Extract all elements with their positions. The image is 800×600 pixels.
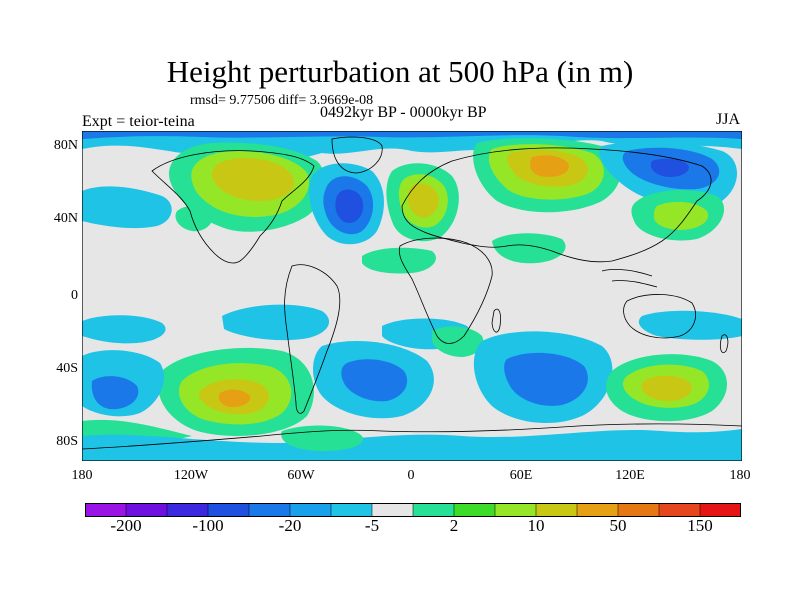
colorbar-swatch	[248, 503, 291, 517]
madagascar-coast	[491, 308, 501, 333]
north-america-coast	[151, 150, 315, 264]
lat-tick-label: 40N	[53, 211, 78, 226]
south-indian-negative-core	[504, 352, 588, 406]
experiment-label: Expt = teior-teina	[82, 113, 195, 130]
lon-tick-label: 120W	[173, 468, 209, 483]
north-america-positive-core	[211, 157, 295, 201]
colorbar-frame	[85, 503, 741, 517]
colorbar-swatch	[412, 503, 455, 517]
colorbar-label: 10	[527, 516, 545, 535]
arctic-negative-core	[82, 131, 742, 139]
atlantic-subtropical-positive	[362, 247, 436, 274]
lon-tick-label: 180	[71, 468, 93, 483]
colorbar-swatch	[371, 503, 414, 517]
south-indian-positive-blob	[432, 326, 484, 357]
colorbar-swatch	[494, 503, 537, 517]
colorbar-swatch	[85, 503, 127, 517]
colorbar-swatch	[289, 503, 332, 517]
colorbar-swatch	[535, 503, 578, 517]
colorbar-swatch	[330, 503, 373, 517]
lat-tick-label: 80S	[56, 434, 78, 449]
colorbar-swatch	[125, 503, 168, 517]
plot-title: Height perturbation at 500 hPa (in m)	[166, 54, 634, 89]
lon-tick-label: 180	[729, 468, 751, 483]
coastlines	[82, 136, 742, 450]
arabia-subtropical-positive	[492, 233, 566, 264]
europe-positive-core	[408, 183, 439, 218]
north-pacific-negative-core	[650, 158, 689, 177]
lon-tick-label: 0	[407, 468, 415, 483]
south-pacific-negative-band	[222, 304, 330, 341]
colorbar-swatch	[453, 503, 496, 517]
colorbar-swatch	[658, 503, 701, 517]
indonesia-coast	[601, 268, 658, 288]
southwest-pacific-negative-core	[91, 376, 139, 410]
east-asia-positive-core	[653, 201, 709, 230]
colorbar-label: -200	[110, 516, 142, 535]
south-australia-positive-core	[641, 375, 692, 402]
antarctica-coast	[82, 423, 742, 450]
antarctic-negative-band	[82, 429, 742, 461]
lon-tick-label: 60W	[287, 468, 315, 483]
australia-coast	[623, 294, 696, 339]
colorbar-label: -100	[192, 516, 224, 535]
colorbar-swatch	[207, 503, 250, 517]
colorbar-swatch	[576, 503, 619, 517]
eurasia-coast	[401, 147, 712, 263]
colorbar-swatch	[166, 503, 209, 517]
season-label: JJA	[715, 111, 740, 128]
greenland-coast	[331, 136, 383, 174]
colorbar-swatch	[699, 503, 741, 517]
colorbar-label: -5	[364, 516, 380, 535]
period-label: 0492kyr BP - 0000kyr BP	[320, 104, 487, 121]
africa-coast	[398, 237, 493, 344]
lon-tick-label: 60E	[509, 468, 533, 483]
lat-tick-label: 40S	[56, 361, 78, 376]
west-pacific-negative-band	[82, 186, 172, 229]
south-atlantic-high-lat-core	[341, 359, 408, 402]
atlantic-negative-core	[335, 189, 364, 223]
colorbar-label: 2	[449, 516, 459, 535]
lon-tick-label: 120E	[615, 468, 645, 483]
new-zealand-coast	[719, 334, 729, 353]
height-perturbation-map	[82, 131, 742, 461]
central-pacific-positive-blob	[175, 205, 213, 232]
australia-south-negative	[638, 310, 742, 340]
colorbar-label: -20	[278, 516, 302, 535]
colorbar-label: 150	[687, 516, 713, 535]
siberia-positive-peak	[529, 155, 569, 177]
antarctic-positive-east	[281, 425, 363, 451]
lat-tick-label: 80N	[53, 138, 78, 153]
west-pacific-south-negative	[82, 315, 166, 344]
stats-line: rmsd= 9.77506 diff= 3.9669e-08	[190, 93, 374, 108]
lat-tick-label: 0	[71, 288, 78, 303]
south-pacific-positive-peak	[218, 389, 251, 407]
colorbar	[85, 503, 741, 517]
colorbar-swatch	[617, 503, 660, 517]
south-america-coast	[284, 264, 341, 414]
colorbar-label: 50	[609, 516, 627, 535]
